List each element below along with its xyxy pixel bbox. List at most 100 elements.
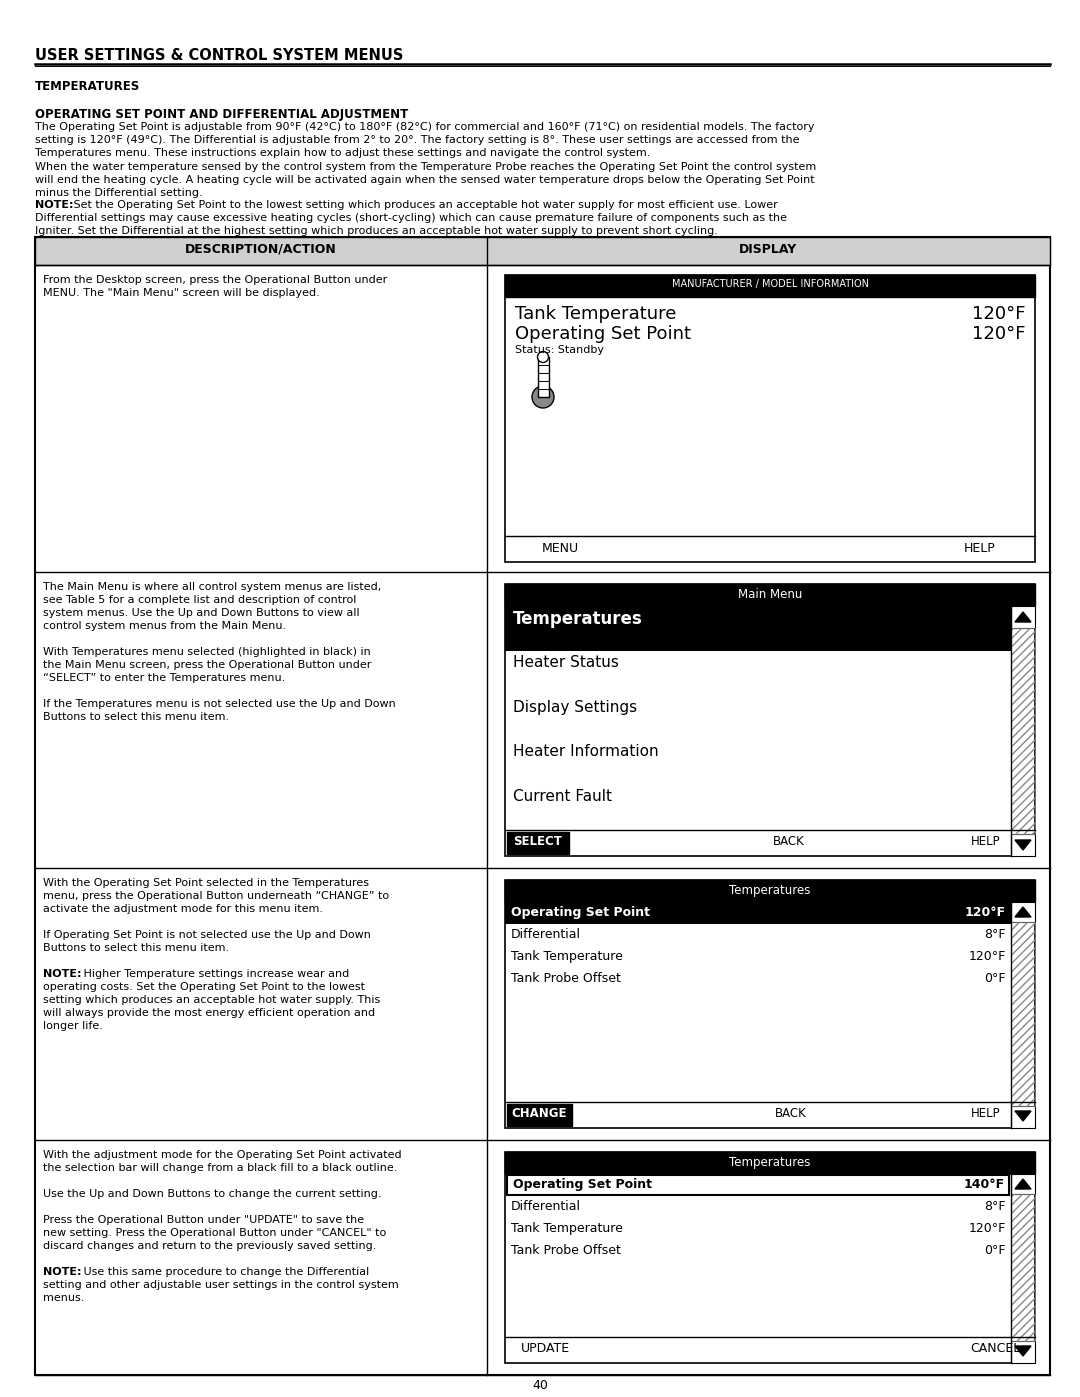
Text: USER SETTINGS & CONTROL SYSTEM MENUS: USER SETTINGS & CONTROL SYSTEM MENUS: [35, 47, 403, 63]
Text: Current Fault: Current Fault: [513, 789, 612, 805]
Bar: [505, 584, 1035, 606]
Text: Temperatures menu. These instructions explain how to adjust these settings and n: Temperatures menu. These instructions ex…: [35, 148, 650, 158]
Bar: [1011, 902, 1035, 922]
Text: 0°F: 0°F: [985, 1243, 1005, 1257]
Bar: [505, 584, 1035, 856]
Text: 8°F: 8°F: [985, 928, 1005, 942]
Bar: [1011, 606, 1035, 629]
Text: minus the Differential setting.: minus the Differential setting.: [35, 189, 203, 198]
Text: OPERATING SET POINT AND DIFFERENTIAL ADJUSTMENT: OPERATING SET POINT AND DIFFERENTIAL ADJ…: [35, 108, 408, 122]
Text: Differential: Differential: [511, 928, 581, 942]
Text: Differential: Differential: [511, 1200, 581, 1213]
Bar: [538, 358, 549, 397]
Bar: [505, 606, 1011, 651]
Text: DISPLAY: DISPLAY: [740, 243, 798, 256]
Text: Operating Set Point: Operating Set Point: [511, 907, 650, 919]
Text: CANCEL: CANCEL: [970, 1343, 1021, 1355]
Text: Press the Operational Button under "UPDATE" to save the: Press the Operational Button under "UPDA…: [43, 1215, 364, 1225]
Text: 120°F: 120°F: [969, 950, 1005, 963]
Text: setting is 120°F (49°C). The Differential is adjustable from 2° to 20°. The fact: setting is 120°F (49°C). The Differentia…: [35, 136, 799, 145]
Text: Differential settings may cause excessive heating cycles (short-cycling) which c: Differential settings may cause excessiv…: [35, 212, 787, 224]
Bar: [505, 275, 1035, 298]
Text: will always provide the most energy efficient operation and: will always provide the most energy effi…: [43, 1009, 375, 1018]
Text: HELP: HELP: [971, 835, 1001, 848]
Text: When the water temperature sensed by the control system from the Temperature Pro: When the water temperature sensed by the…: [35, 162, 816, 172]
Text: setting which produces an acceptable hot water supply. This: setting which produces an acceptable hot…: [43, 995, 380, 1004]
Text: menu, press the Operational Button underneath “CHANGE” to: menu, press the Operational Button under…: [43, 891, 389, 901]
Bar: [35, 237, 1050, 265]
Text: Tank Temperature: Tank Temperature: [515, 305, 676, 323]
Text: With the adjustment mode for the Operating Set Point activated: With the adjustment mode for the Operati…: [43, 1150, 402, 1160]
Bar: [507, 833, 569, 854]
Text: 120°F: 120°F: [969, 1222, 1005, 1235]
Bar: [505, 275, 1035, 562]
Text: see Table 5 for a complete list and description of control: see Table 5 for a complete list and desc…: [43, 595, 356, 605]
Text: BACK: BACK: [773, 835, 805, 848]
Bar: [505, 880, 1035, 1127]
Polygon shape: [1015, 1179, 1031, 1189]
Bar: [1011, 922, 1035, 1106]
Text: Use this same procedure to change the Differential: Use this same procedure to change the Di…: [80, 1267, 369, 1277]
Text: MENU: MENU: [541, 542, 579, 555]
Text: With Temperatures menu selected (highlighted in black) in: With Temperatures menu selected (highlig…: [43, 647, 370, 657]
Text: will end the heating cycle. A heating cycle will be activated again when the sen: will end the heating cycle. A heating cy…: [35, 175, 814, 184]
Text: The Operating Set Point is adjustable from 90°F (42°C) to 180°F (82°C) for comme: The Operating Set Point is adjustable fr…: [35, 122, 814, 131]
Text: Temperatures: Temperatures: [513, 610, 643, 629]
Text: BACK: BACK: [774, 1106, 807, 1120]
Text: 0°F: 0°F: [985, 972, 1005, 985]
Bar: [1011, 1106, 1035, 1127]
Text: activate the adjustment mode for this menu item.: activate the adjustment mode for this me…: [43, 904, 323, 914]
Bar: [505, 880, 1035, 902]
Text: Temperatures: Temperatures: [729, 1155, 811, 1169]
Text: 40: 40: [532, 1379, 548, 1391]
Text: If the Temperatures menu is not selected use the Up and Down: If the Temperatures menu is not selected…: [43, 698, 395, 710]
Text: Set the Operating Set Point to the lowest setting which produces an acceptable h: Set the Operating Set Point to the lowes…: [70, 200, 778, 210]
Polygon shape: [1015, 1345, 1031, 1356]
Text: Heater Status: Heater Status: [513, 655, 619, 669]
Text: longer life.: longer life.: [43, 1021, 103, 1031]
Text: With the Operating Set Point selected in the Temperatures: With the Operating Set Point selected in…: [43, 877, 369, 888]
Text: NOTE:: NOTE:: [43, 1267, 81, 1277]
Text: Tank Temperature: Tank Temperature: [511, 950, 623, 963]
Text: UPDATE: UPDATE: [521, 1343, 569, 1355]
Text: Buttons to select this menu item.: Buttons to select this menu item.: [43, 712, 229, 722]
Text: Use the Up and Down Buttons to change the current setting.: Use the Up and Down Buttons to change th…: [43, 1189, 381, 1199]
Text: 120°F: 120°F: [972, 305, 1025, 323]
Bar: [507, 1175, 1009, 1194]
Text: “SELECT” to enter the Temperatures menu.: “SELECT” to enter the Temperatures menu.: [43, 673, 285, 683]
Polygon shape: [1015, 907, 1031, 916]
Text: the selection bar will change from a black fill to a black outline.: the selection bar will change from a bla…: [43, 1162, 397, 1173]
Text: Tank Probe Offset: Tank Probe Offset: [511, 1243, 621, 1257]
Bar: [505, 1153, 1035, 1363]
Text: Buttons to select this menu item.: Buttons to select this menu item.: [43, 943, 229, 953]
Text: the Main Menu screen, press the Operational Button under: the Main Menu screen, press the Operatio…: [43, 659, 372, 671]
Text: Main Menu: Main Menu: [738, 588, 802, 601]
Text: HELP: HELP: [964, 542, 996, 555]
Text: Operating Set Point: Operating Set Point: [515, 326, 691, 344]
Circle shape: [532, 386, 554, 408]
Bar: [1011, 1194, 1035, 1341]
Text: MENU. The "Main Menu" screen will be displayed.: MENU. The "Main Menu" screen will be dis…: [43, 288, 320, 298]
Text: discard changes and return to the previously saved setting.: discard changes and return to the previo…: [43, 1241, 376, 1250]
Text: TEMPERATURES: TEMPERATURES: [35, 80, 140, 94]
Text: Operating Set Point: Operating Set Point: [513, 1178, 652, 1192]
Bar: [507, 1104, 572, 1126]
Text: 8°F: 8°F: [985, 1200, 1005, 1213]
Text: CHANGE: CHANGE: [511, 1106, 567, 1120]
Text: Higher Temperature settings increase wear and: Higher Temperature settings increase wea…: [80, 970, 349, 979]
Text: MANUFACTURER / MODEL INFORMATION: MANUFACTURER / MODEL INFORMATION: [672, 279, 868, 289]
Bar: [1011, 1173, 1035, 1194]
Polygon shape: [1015, 1111, 1031, 1120]
Bar: [505, 902, 1011, 923]
Text: The Main Menu is where all control system menus are listed,: The Main Menu is where all control syste…: [43, 583, 381, 592]
Text: NOTE:: NOTE:: [43, 970, 81, 979]
Text: menus.: menus.: [43, 1294, 84, 1303]
Text: 140°F: 140°F: [963, 1178, 1005, 1192]
Text: Temperatures: Temperatures: [729, 884, 811, 897]
Bar: [35, 237, 1050, 1375]
Text: Tank Temperature: Tank Temperature: [511, 1222, 623, 1235]
Text: Display Settings: Display Settings: [513, 700, 637, 715]
Text: 120°F: 120°F: [964, 907, 1005, 919]
Text: SELECT: SELECT: [514, 835, 563, 848]
Text: Status: Standby: Status: Standby: [515, 345, 604, 355]
